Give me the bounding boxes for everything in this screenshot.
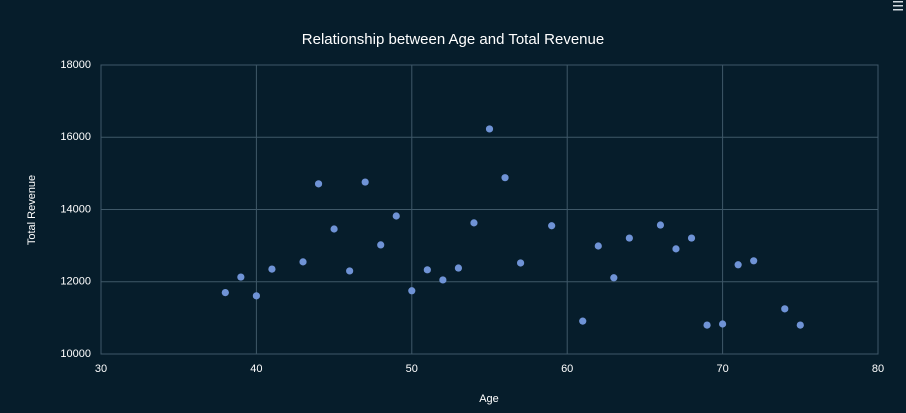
scatter-point — [516, 259, 525, 267]
y-tick-label: 18000 — [60, 59, 91, 71]
menu-bar — [893, 9, 903, 11]
scatter-point — [439, 276, 447, 284]
scatter-point — [594, 242, 602, 250]
scatter-point — [423, 266, 431, 274]
x-tick-label: 60 — [561, 363, 573, 375]
scatter-point — [656, 221, 665, 229]
y-axis-label: Total Revenue — [26, 175, 38, 245]
chart-title: Relationship between Age and Total Reven… — [302, 31, 604, 48]
scatter-point — [548, 222, 556, 230]
scatter-point — [361, 178, 369, 186]
scatter-point — [781, 305, 789, 313]
scatter-point — [734, 261, 742, 269]
scatter-point — [501, 174, 509, 182]
scatter-point — [470, 219, 478, 227]
scatter-point — [672, 245, 680, 253]
scatter-point — [703, 321, 711, 329]
scatter-point — [796, 321, 804, 329]
x-tick-label: 30 — [95, 363, 107, 375]
scatter-point — [485, 125, 494, 133]
scatter-point — [625, 234, 633, 242]
x-tick-label: 80 — [872, 363, 884, 375]
x-tick-label: 50 — [406, 363, 418, 375]
scatter-point — [346, 267, 354, 275]
menu-bar — [893, 5, 903, 7]
scatter-point — [610, 274, 618, 282]
scatter-point — [687, 234, 696, 242]
scatter-point — [579, 317, 587, 325]
y-tick-label: 16000 — [60, 131, 91, 143]
scatter-point — [454, 264, 463, 272]
scatter-point — [237, 273, 245, 281]
scatter-point — [377, 241, 385, 249]
y-tick-label: 12000 — [60, 276, 91, 288]
y-tick-label: 14000 — [60, 203, 91, 215]
scatter-point — [330, 225, 338, 233]
y-tick-label: 10000 — [60, 348, 91, 360]
menu-icon[interactable] — [893, 1, 903, 11]
scatter-point — [314, 180, 323, 188]
scatter-point — [221, 288, 229, 297]
scatter-point — [750, 257, 758, 265]
x-tick-label: 70 — [716, 363, 728, 375]
scatter-point — [299, 258, 307, 266]
scatter-point — [408, 287, 416, 295]
scatter-point — [392, 212, 400, 220]
scatter-point — [252, 292, 260, 300]
menu-bar — [893, 1, 903, 3]
x-tick-label: 40 — [250, 363, 262, 375]
scatter-point — [268, 265, 276, 273]
scatter-point — [719, 320, 727, 328]
x-axis-label: Age — [479, 393, 499, 405]
